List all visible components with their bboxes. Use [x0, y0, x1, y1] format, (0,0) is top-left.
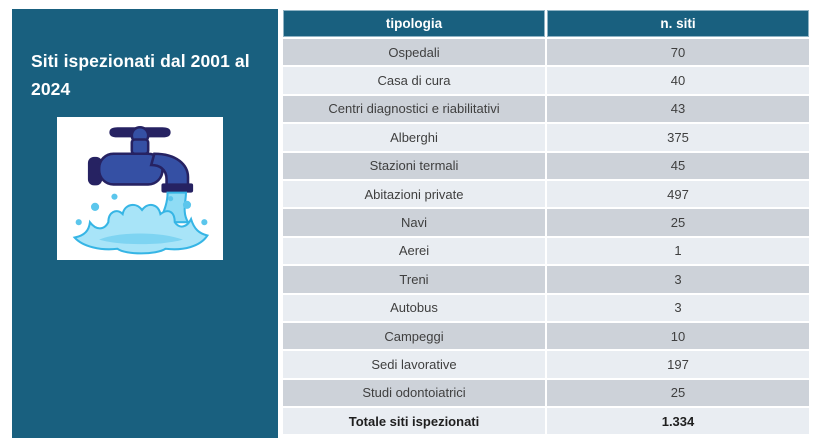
cell-tipologia: Treni [283, 266, 545, 293]
table-row: Alberghi 375 [283, 124, 809, 151]
water-tap-icon [72, 125, 210, 255]
cell-n-siti: 497 [547, 180, 809, 208]
cell-n-siti: 25 [547, 209, 809, 236]
cell-tipologia: Studi odontoiatrici [283, 379, 545, 407]
cell-tipologia: Campeggi [283, 322, 545, 350]
cell-n-siti: 25 [547, 379, 809, 407]
header-n-siti: n. siti [547, 10, 809, 37]
cell-n-siti: 3 [547, 266, 809, 293]
cell-n-siti: 45 [547, 152, 809, 179]
water-tap-image-box [57, 117, 223, 260]
table-row: Studi odontoiatrici 25 [283, 379, 809, 407]
cell-n-siti: 40 [547, 67, 809, 94]
table-row: Treni 3 [283, 266, 809, 293]
cell-total-value: 1.334 [547, 408, 809, 435]
sites-table-container: tipologia n. siti Ospedali 70 Casa di cu… [281, 8, 811, 436]
header-tipologia: tipologia [283, 10, 545, 37]
cell-tipologia: Navi [283, 209, 545, 236]
cell-n-siti: 1 [547, 237, 809, 265]
table-total-row: Totale siti ispezionati 1.334 [283, 408, 809, 435]
cell-total-label: Totale siti ispezionati [283, 408, 545, 435]
cell-n-siti: 3 [547, 294, 809, 321]
table-header-row: tipologia n. siti [283, 10, 809, 37]
table-row: Autobus 3 [283, 294, 809, 321]
table-row: Aerei 1 [283, 237, 809, 265]
table-row: Abitazioni private 497 [283, 180, 809, 208]
cell-n-siti: 10 [547, 322, 809, 350]
table-row: Ospedali 70 [283, 39, 809, 66]
table-row: Casa di cura 40 [283, 67, 809, 94]
cell-n-siti: 375 [547, 124, 809, 151]
table-row: Navi 25 [283, 209, 809, 236]
cell-tipologia: Stazioni termali [283, 152, 545, 179]
cell-n-siti: 43 [547, 95, 809, 123]
table-row: Stazioni termali 45 [283, 152, 809, 179]
cell-tipologia: Casa di cura [283, 67, 545, 94]
sites-table: tipologia n. siti Ospedali 70 Casa di cu… [281, 8, 811, 436]
cell-tipologia: Alberghi [283, 124, 545, 151]
table-row: Sedi lavorative 197 [283, 351, 809, 378]
table-row: Campeggi 10 [283, 322, 809, 350]
slide-title: Siti ispezionati dal 2001 al 2024 [31, 51, 250, 100]
table-row: Centri diagnostici e riabilitativi 43 [283, 95, 809, 123]
left-panel: Siti ispezionati dal 2001 al 2024 [12, 9, 278, 438]
cell-tipologia: Abitazioni private [283, 180, 545, 208]
cell-tipologia: Centri diagnostici e riabilitativi [283, 95, 545, 123]
cell-tipologia: Autobus [283, 294, 545, 321]
cell-n-siti: 197 [547, 351, 809, 378]
cell-tipologia: Sedi lavorative [283, 351, 545, 378]
cell-tipologia: Ospedali [283, 39, 545, 66]
cell-n-siti: 70 [547, 39, 809, 66]
cell-tipologia: Aerei [283, 237, 545, 265]
